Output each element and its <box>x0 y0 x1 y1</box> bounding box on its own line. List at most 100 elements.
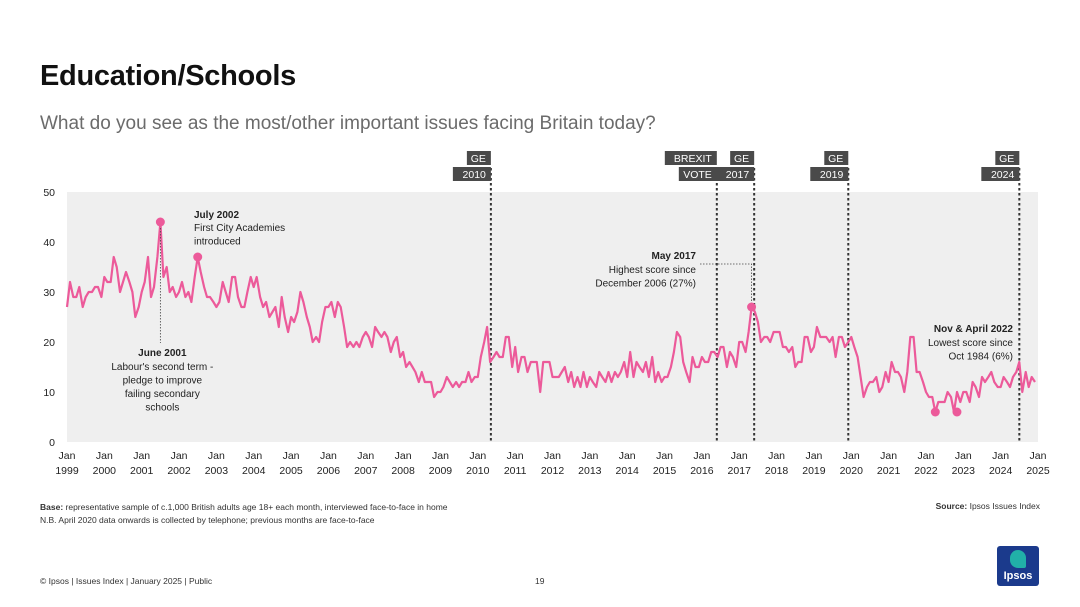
event-label: 2019 <box>820 169 844 181</box>
x-tick-label: Jan <box>395 450 412 462</box>
annotation-text: First City Academies <box>194 223 285 234</box>
annotation-title: June 2001 <box>138 348 187 359</box>
y-tick-label: 30 <box>43 287 55 299</box>
x-tick-label: 2003 <box>205 465 229 477</box>
event-label-box <box>824 151 849 165</box>
x-tick-label: Jan <box>59 450 76 462</box>
annotation-title: May 2017 <box>652 251 697 262</box>
x-tick-label: 2022 <box>914 465 938 477</box>
x-tick-label: Jan <box>880 450 897 462</box>
x-tick-label: 1999 <box>55 465 79 477</box>
event-label-box <box>678 167 717 181</box>
highlight-point <box>747 302 757 312</box>
x-tick-label: Jan <box>320 450 337 462</box>
x-tick-label: 2023 <box>952 465 976 477</box>
x-tick-label: 2009 <box>429 465 453 477</box>
event-label: GE <box>734 153 749 165</box>
annotation-text: pledge to improve <box>123 376 203 387</box>
footer-source: Source: Ipsos Issues Index <box>936 501 1040 511</box>
event-label-box <box>995 151 1020 165</box>
x-tick-label: Jan <box>805 450 822 462</box>
highlight-point <box>193 252 203 262</box>
plot-background <box>67 192 1038 442</box>
event-label-box <box>452 167 491 181</box>
x-tick-label: Jan <box>731 450 748 462</box>
x-tick-label: Jan <box>133 450 150 462</box>
event-label: VOTE <box>683 169 712 181</box>
y-tick-label: 40 <box>43 237 55 249</box>
source-text: Ipsos Issues Index <box>967 501 1040 511</box>
highlight-point <box>952 407 962 417</box>
annotation-title: July 2002 <box>194 210 239 221</box>
x-tick-label: Jan <box>283 450 300 462</box>
x-tick-label: 2014 <box>616 465 640 477</box>
series-line <box>65 220 1036 414</box>
x-tick-label: 2006 <box>317 465 341 477</box>
x-tick-label: 2017 <box>728 465 752 477</box>
x-tick-label: 2007 <box>354 465 378 477</box>
x-tick-label: Jan <box>992 450 1009 462</box>
annotation-text: failing secondary <box>125 389 200 400</box>
x-tick-label: Jan <box>544 450 561 462</box>
x-tick-label: 2020 <box>840 465 864 477</box>
annotation-text: December 2006 (27%) <box>595 279 696 290</box>
x-tick-label: 2000 <box>93 465 117 477</box>
x-tick-label: 2002 <box>167 465 191 477</box>
x-tick-label: Jan <box>1030 450 1047 462</box>
event-label: GE <box>828 153 843 165</box>
x-tick-label: Jan <box>96 450 113 462</box>
x-tick-label: 2011 <box>504 465 527 477</box>
x-tick-label: 2018 <box>765 465 789 477</box>
x-tick-label: Jan <box>656 450 673 462</box>
annotation-text: introduced <box>194 237 241 248</box>
x-tick-label: Jan <box>357 450 374 462</box>
annotation-title: Nov & April 2022 <box>934 324 1014 335</box>
footer-base-note: Base: representative sample of c.1,000 B… <box>40 501 448 527</box>
x-tick-label: Jan <box>432 450 449 462</box>
y-tick-label: 10 <box>43 387 55 399</box>
footer-copyright: © Ipsos | Issues Index | January 2025 | … <box>40 576 213 586</box>
x-tick-label: 2016 <box>690 465 714 477</box>
logo-text: Ipsos <box>1003 570 1033 582</box>
base-label: Base: <box>40 502 64 512</box>
event-label-box <box>716 167 755 181</box>
x-tick-label: 2008 <box>391 465 415 477</box>
source-label: Source: <box>935 501 968 511</box>
x-tick-label: Jan <box>619 450 636 462</box>
x-tick-label: Jan <box>245 450 262 462</box>
x-tick-label: Jan <box>581 450 598 462</box>
x-tick-label: 2024 <box>989 465 1013 477</box>
x-tick-label: Jan <box>955 450 972 462</box>
highlight-point <box>930 407 940 417</box>
event-label: 2017 <box>726 169 750 181</box>
event-label: GE <box>471 153 486 165</box>
y-tick-label: 50 <box>43 187 55 199</box>
x-tick-label: 2015 <box>653 465 677 477</box>
highlight-point <box>155 217 165 227</box>
annotation-text: schools <box>145 403 179 414</box>
annotation-text: Oct 1984 (6%) <box>949 352 1013 363</box>
ipsos-logo: Ipsos <box>997 546 1039 586</box>
method-note: N.B. April 2020 data onwards is collecte… <box>40 515 375 525</box>
base-text: representative sample of c.1,000 British… <box>63 502 448 512</box>
event-label: 2024 <box>991 169 1015 181</box>
logo-mark-icon <box>1010 550 1026 568</box>
annotation-text: Labour's second term - <box>111 362 213 373</box>
x-tick-label: Jan <box>208 450 225 462</box>
x-tick-label: 2012 <box>541 465 565 477</box>
event-label-box <box>810 167 849 181</box>
x-tick-label: Jan <box>171 450 188 462</box>
event-label-box <box>730 151 755 165</box>
x-tick-label: 2010 <box>466 465 490 477</box>
annotation-text: Lowest score since <box>928 338 1013 349</box>
x-tick-label: 2021 <box>877 465 901 477</box>
x-tick-label: Jan <box>843 450 860 462</box>
x-tick-label: Jan <box>507 450 524 462</box>
page-title: Education/Schools <box>40 60 296 92</box>
event-label-box <box>664 151 717 165</box>
x-tick-label: 2013 <box>578 465 602 477</box>
page-number: 19 <box>535 576 545 586</box>
annotation-text: Highest score since <box>609 265 697 276</box>
event-label: BREXIT <box>674 153 713 165</box>
event-label: GE <box>999 153 1014 165</box>
